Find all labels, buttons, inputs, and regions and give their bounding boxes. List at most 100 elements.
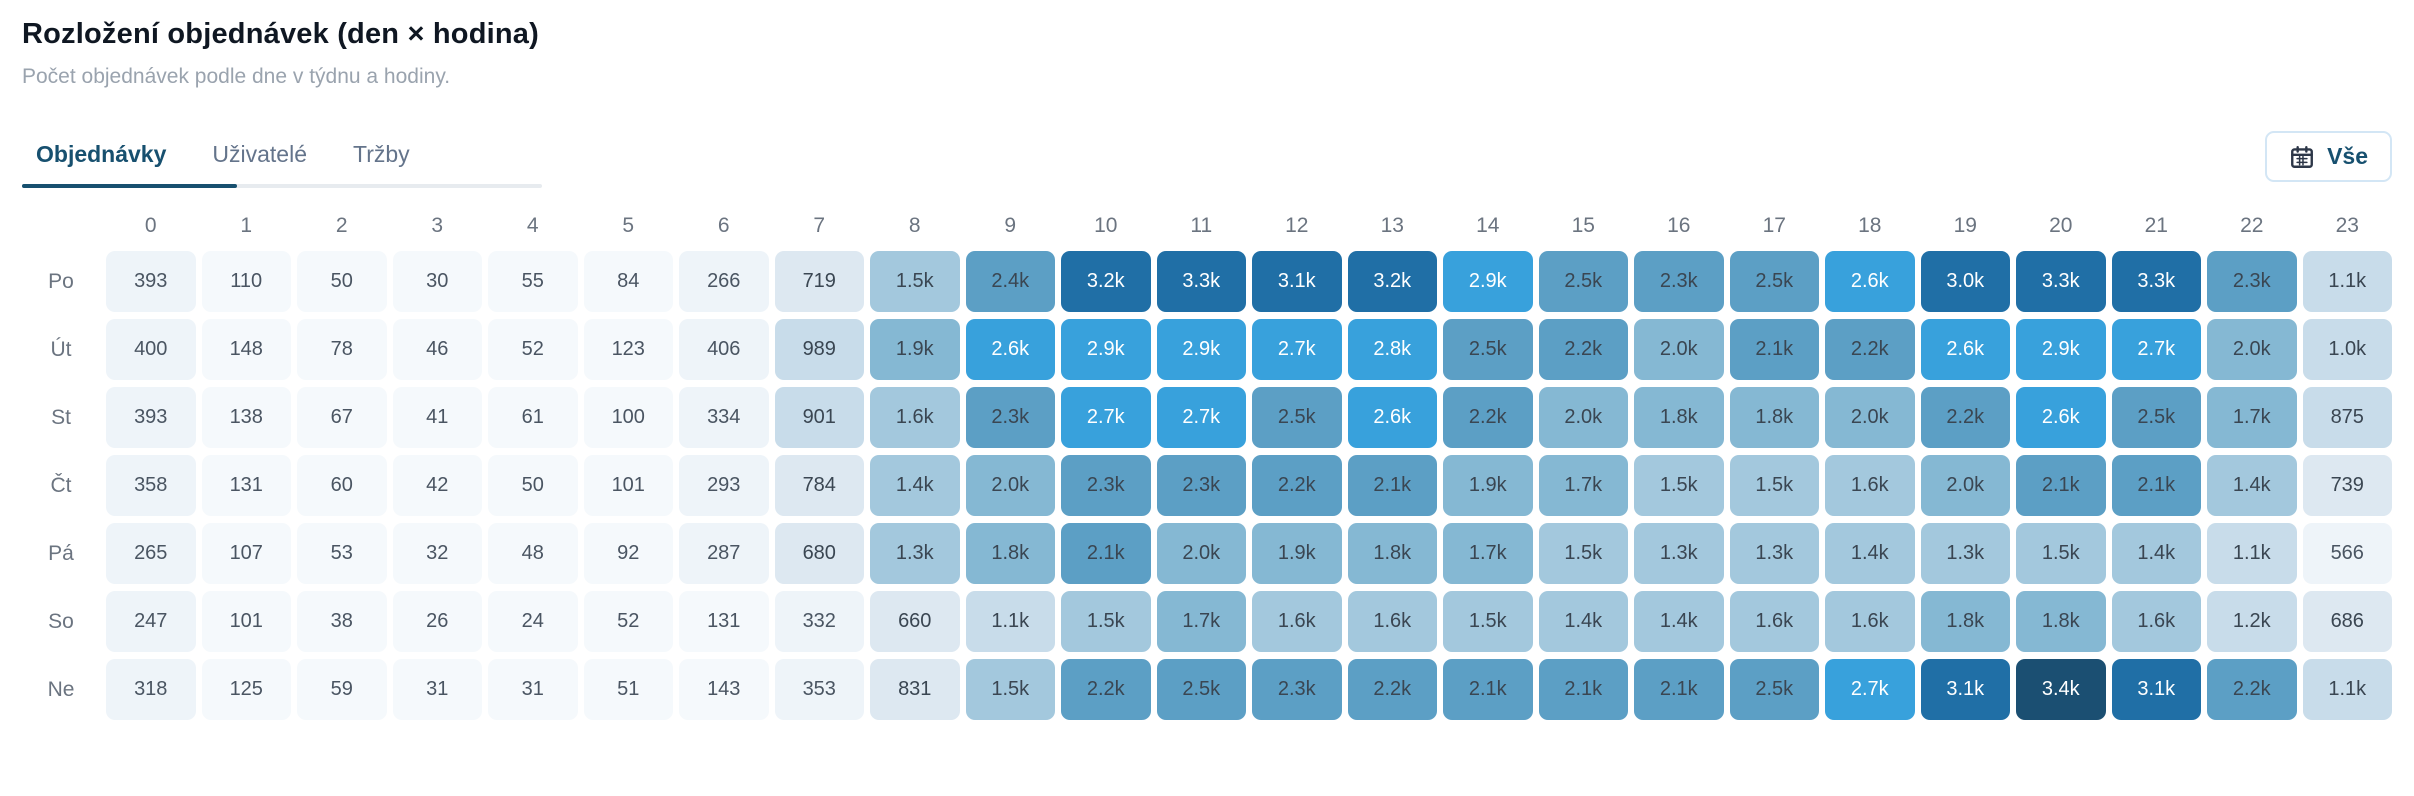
heatmap-cell[interactable]: 2.9k — [2016, 319, 2106, 380]
heatmap-cell[interactable]: 138 — [201, 387, 291, 448]
heatmap-cell[interactable]: 1.7k — [1156, 591, 1246, 652]
heatmap-cell[interactable]: 2.0k — [1538, 387, 1628, 448]
heatmap-cell[interactable]: 2.3k — [1252, 659, 1342, 720]
heatmap-cell[interactable]: 1.6k — [1825, 591, 1915, 652]
heatmap-cell[interactable]: 2.0k — [1920, 455, 2010, 516]
heatmap-cell[interactable]: 1.7k — [1443, 523, 1533, 584]
heatmap-cell[interactable]: 53 — [297, 523, 387, 584]
heatmap-cell[interactable]: 1.6k — [1729, 591, 1819, 652]
heatmap-cell[interactable]: 2.7k — [1156, 387, 1246, 448]
heatmap-cell[interactable]: 50 — [297, 251, 387, 312]
heatmap-cell[interactable]: 2.5k — [2111, 387, 2201, 448]
heatmap-cell[interactable]: 2.4k — [965, 251, 1055, 312]
heatmap-cell[interactable]: 2.3k — [1156, 455, 1246, 516]
heatmap-cell[interactable]: 901 — [774, 387, 864, 448]
heatmap-cell[interactable]: 131 — [679, 591, 769, 652]
heatmap-cell[interactable]: 1.6k — [870, 387, 960, 448]
heatmap-cell[interactable]: 3.2k — [1061, 251, 1151, 312]
heatmap-cell[interactable]: 2.6k — [965, 319, 1055, 380]
heatmap-cell[interactable]: 59 — [297, 659, 387, 720]
heatmap-cell[interactable]: 2.1k — [1538, 659, 1628, 720]
heatmap-cell[interactable]: 52 — [583, 591, 673, 652]
heatmap-cell[interactable]: 1.8k — [1920, 591, 2010, 652]
heatmap-cell[interactable]: 2.3k — [1634, 251, 1724, 312]
heatmap-cell[interactable]: 61 — [488, 387, 578, 448]
heatmap-cell[interactable]: 1.5k — [870, 251, 960, 312]
heatmap-cell[interactable]: 38 — [297, 591, 387, 652]
heatmap-cell[interactable]: 1.1k — [965, 591, 1055, 652]
heatmap-cell[interactable]: 2.8k — [1347, 319, 1437, 380]
heatmap-cell[interactable]: 101 — [583, 455, 673, 516]
heatmap-cell[interactable]: 318 — [106, 659, 196, 720]
heatmap-cell[interactable]: 1.9k — [1443, 455, 1533, 516]
heatmap-cell[interactable]: 60 — [297, 455, 387, 516]
heatmap-cell[interactable]: 50 — [488, 455, 578, 516]
heatmap-cell[interactable]: 1.5k — [1729, 455, 1819, 516]
heatmap-cell[interactable]: 3.2k — [1347, 251, 1437, 312]
heatmap-cell[interactable]: 2.5k — [1729, 659, 1819, 720]
heatmap-cell[interactable]: 1.8k — [1347, 523, 1437, 584]
heatmap-cell[interactable]: 2.1k — [2016, 455, 2106, 516]
heatmap-cell[interactable]: 287 — [679, 523, 769, 584]
heatmap-cell[interactable]: 55 — [488, 251, 578, 312]
tab-uzivatele[interactable]: Uživatelé — [212, 141, 307, 184]
heatmap-cell[interactable]: 2.7k — [2111, 319, 2201, 380]
heatmap-cell[interactable]: 3.4k — [2016, 659, 2106, 720]
heatmap-cell[interactable]: 2.0k — [1825, 387, 1915, 448]
heatmap-cell[interactable]: 1.1k — [2302, 251, 2392, 312]
heatmap-cell[interactable]: 358 — [106, 455, 196, 516]
heatmap-cell[interactable]: 1.4k — [1825, 523, 1915, 584]
heatmap-cell[interactable]: 92 — [583, 523, 673, 584]
heatmap-cell[interactable]: 148 — [201, 319, 291, 380]
heatmap-cell[interactable]: 566 — [2302, 523, 2392, 584]
heatmap-cell[interactable]: 247 — [106, 591, 196, 652]
heatmap-cell[interactable]: 393 — [106, 387, 196, 448]
heatmap-cell[interactable]: 334 — [679, 387, 769, 448]
heatmap-cell[interactable]: 2.7k — [1252, 319, 1342, 380]
heatmap-cell[interactable]: 3.3k — [2016, 251, 2106, 312]
heatmap-cell[interactable]: 110 — [201, 251, 291, 312]
heatmap-cell[interactable]: 2.7k — [1825, 659, 1915, 720]
heatmap-cell[interactable]: 2.1k — [2111, 455, 2201, 516]
heatmap-cell[interactable]: 2.1k — [1061, 523, 1151, 584]
heatmap-cell[interactable]: 266 — [679, 251, 769, 312]
heatmap-cell[interactable]: 1.6k — [1252, 591, 1342, 652]
heatmap-cell[interactable]: 3.1k — [1920, 659, 2010, 720]
heatmap-cell[interactable]: 1.5k — [1061, 591, 1151, 652]
heatmap-cell[interactable]: 2.6k — [1920, 319, 2010, 380]
heatmap-cell[interactable]: 2.0k — [2207, 319, 2297, 380]
heatmap-cell[interactable]: 2.5k — [1443, 319, 1533, 380]
heatmap-cell[interactable]: 3.3k — [2111, 251, 2201, 312]
heatmap-cell[interactable]: 1.3k — [1634, 523, 1724, 584]
heatmap-cell[interactable]: 293 — [679, 455, 769, 516]
heatmap-cell[interactable]: 1.4k — [1538, 591, 1628, 652]
heatmap-cell[interactable]: 131 — [201, 455, 291, 516]
heatmap-cell[interactable]: 2.1k — [1729, 319, 1819, 380]
heatmap-cell[interactable]: 2.2k — [1538, 319, 1628, 380]
heatmap-cell[interactable]: 406 — [679, 319, 769, 380]
tab-objednavky[interactable]: Objednávky — [36, 141, 166, 184]
heatmap-cell[interactable]: 2.2k — [1920, 387, 2010, 448]
heatmap-cell[interactable]: 31 — [488, 659, 578, 720]
heatmap-cell[interactable]: 100 — [583, 387, 673, 448]
heatmap-cell[interactable]: 1.5k — [2016, 523, 2106, 584]
heatmap-cell[interactable]: 2.1k — [1347, 455, 1437, 516]
heatmap-cell[interactable]: 3.3k — [1156, 251, 1246, 312]
heatmap-cell[interactable]: 2.3k — [2207, 251, 2297, 312]
heatmap-cell[interactable]: 2.5k — [1252, 387, 1342, 448]
heatmap-cell[interactable]: 2.7k — [1061, 387, 1151, 448]
heatmap-cell[interactable]: 2.9k — [1443, 251, 1533, 312]
heatmap-cell[interactable]: 1.5k — [1443, 591, 1533, 652]
heatmap-cell[interactable]: 51 — [583, 659, 673, 720]
heatmap-cell[interactable]: 1.8k — [1634, 387, 1724, 448]
heatmap-cell[interactable]: 353 — [774, 659, 864, 720]
heatmap-cell[interactable]: 686 — [2302, 591, 2392, 652]
heatmap-cell[interactable]: 2.5k — [1538, 251, 1628, 312]
heatmap-cell[interactable]: 393 — [106, 251, 196, 312]
heatmap-cell[interactable]: 1.5k — [1538, 523, 1628, 584]
heatmap-cell[interactable]: 2.1k — [1634, 659, 1724, 720]
heatmap-cell[interactable]: 2.2k — [1252, 455, 1342, 516]
heatmap-cell[interactable]: 1.8k — [1729, 387, 1819, 448]
heatmap-cell[interactable]: 1.4k — [2111, 523, 2201, 584]
heatmap-cell[interactable]: 2.6k — [1347, 387, 1437, 448]
